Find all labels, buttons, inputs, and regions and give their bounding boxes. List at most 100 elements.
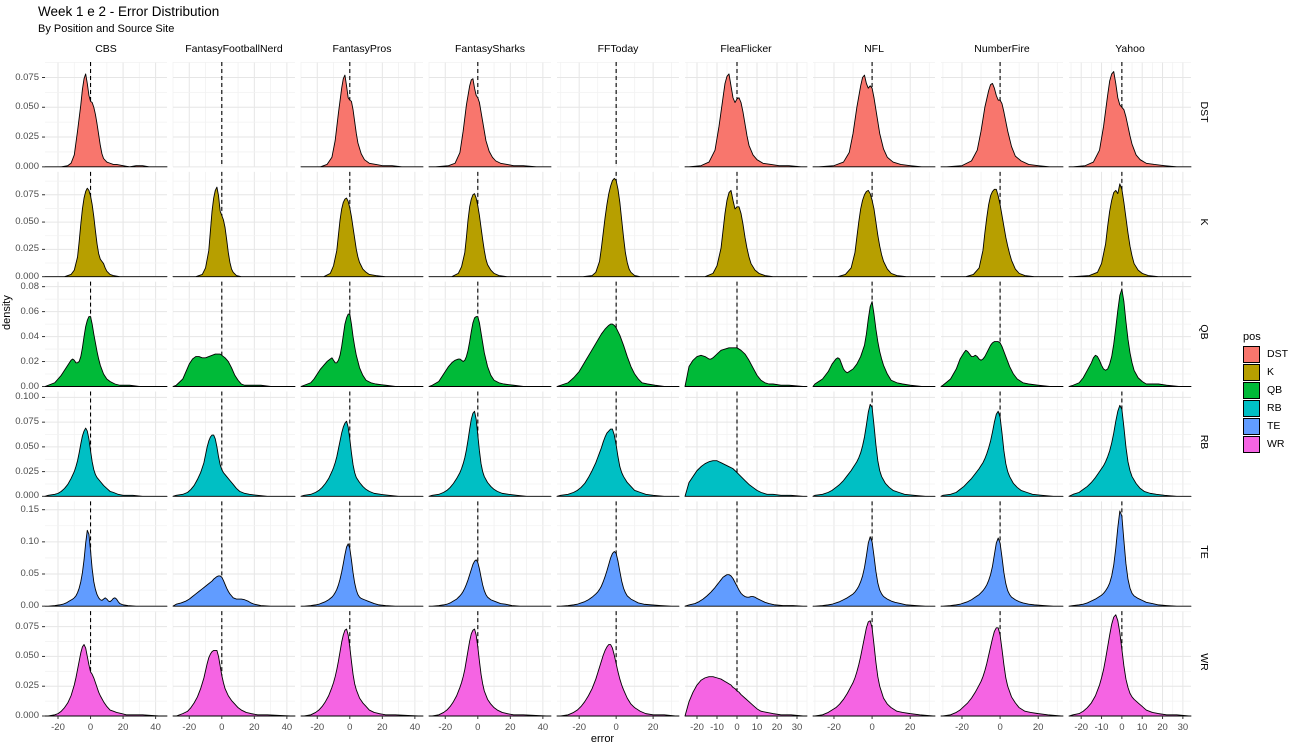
column-strip-label-yahoo: Yahoo (1115, 43, 1145, 55)
y-tick-label: 0.025 (15, 465, 39, 477)
y-tick-label: 0.04 (20, 330, 40, 342)
column-strip-label-numberfire: NumberFire (974, 43, 1030, 55)
x-tick-label: 20 (117, 722, 129, 733)
x-tick-label: 0 (997, 722, 1003, 733)
y-tick-label: 0.050 (15, 650, 39, 662)
x-tick-label: 0 (347, 722, 353, 733)
legend-item-dst[interactable]: DST (1243, 346, 1295, 364)
y-tick-label: 0.075 (15, 188, 39, 200)
x-axis-label: error (590, 733, 615, 745)
x-tick-label: 40 (537, 722, 549, 733)
legend-swatch-dst (1243, 346, 1260, 363)
x-tick-label: 40 (150, 722, 161, 733)
column-strip-label-fftoday: FFToday (597, 43, 639, 55)
y-tick-label: 0.00 (20, 600, 40, 612)
legend-item-k[interactable]: K (1243, 364, 1295, 382)
legend-label: QB (1267, 384, 1283, 396)
row-strip-label-dst: DST (1197, 62, 1211, 167)
x-tick-label: 20 (505, 722, 516, 733)
y-tick-label: 0.05 (20, 568, 40, 579)
x-tick-label: 10 (1136, 722, 1148, 733)
y-tick-label: 0.075 (15, 71, 39, 83)
row-strip-text: TE (1198, 545, 1210, 559)
y-tick-label: 0.075 (15, 620, 39, 632)
y-tick-label: 0.000 (15, 160, 39, 172)
x-tick-label: 20 (771, 722, 783, 733)
x-tick-label: 20 (377, 722, 388, 733)
legend-item-te[interactable]: TE (1243, 418, 1295, 436)
y-tick-label: 0.00 (20, 380, 40, 392)
row-strip-label-rb: RB (1197, 392, 1211, 497)
column-strip-label-fleaflicker: FleaFlicker (720, 43, 772, 55)
legend-label: RB (1267, 402, 1282, 414)
row-strip-label-k: K (1197, 172, 1211, 277)
legend-swatch-wr (1243, 436, 1260, 453)
row-strip-text: WR (1198, 652, 1210, 671)
x-tick-label: 0 (87, 722, 94, 733)
y-tick-label: 0.025 (15, 131, 39, 143)
y-tick-label: 0.06 (20, 305, 40, 317)
x-tick-label: 0 (219, 722, 225, 733)
y-tick-label: 0.02 (20, 355, 40, 367)
column-strip-label-fantasypros: FantasyPros (332, 43, 392, 55)
x-tick-label: 0 (734, 722, 740, 733)
y-tick-label: 0.050 (15, 216, 39, 228)
x-tick-label: -20 (955, 722, 969, 733)
x-tick-label: 30 (791, 722, 803, 733)
row-strip-text: DST (1198, 101, 1210, 123)
legend-item-wr[interactable]: WR (1243, 436, 1295, 454)
column-strip-label-nfl: NFL (864, 43, 884, 55)
legend-title: pos (1243, 331, 1261, 343)
column-strip-label-fantasysharks: FantasySharks (454, 43, 526, 55)
chart-title: Week 1 e 2 - Error Distribution (38, 4, 220, 19)
x-tick-label: 20 (647, 722, 659, 733)
row-strip-label-wr: WR (1197, 611, 1211, 716)
y-tick-label: 0.000 (15, 710, 39, 721)
x-tick-label: 40 (409, 722, 421, 733)
x-tick-label: -20 (690, 722, 704, 733)
x-tick-label: -20 (827, 722, 841, 733)
y-tick-label: 0.100 (15, 391, 39, 403)
legend-label: TE (1267, 420, 1281, 432)
x-tick-label: 0 (1119, 722, 1125, 733)
y-tick-label: 0.025 (15, 680, 39, 692)
x-tick-label: 20 (1032, 722, 1044, 733)
x-tick-label: -20 (51, 722, 65, 733)
y-tick-label: 0.15 (20, 503, 40, 515)
x-tick-label: 20 (904, 722, 916, 733)
legend-label: K (1267, 366, 1275, 378)
chart-subtitle: By Position and Source Site (38, 23, 175, 35)
y-tick-label: 0.050 (15, 101, 39, 113)
y-tick-label: 0.025 (15, 243, 39, 255)
x-tick-label: -20 (310, 722, 325, 733)
x-tick-label: 10 (751, 722, 763, 733)
legend-item-rb[interactable]: RB (1243, 400, 1295, 418)
x-tick-label: -10 (710, 722, 724, 733)
y-tick-label: 0.10 (20, 535, 40, 547)
y-tick-label: 0.050 (15, 440, 39, 452)
y-tick-label: 0.000 (15, 270, 39, 282)
legend-swatch-qb (1243, 382, 1260, 399)
row-strip-text: QB (1198, 324, 1210, 340)
y-tick-label: 0.000 (15, 490, 39, 502)
legend-label: WR (1267, 438, 1285, 450)
x-tick-label: -20 (182, 722, 197, 733)
x-tick-label: -20 (572, 722, 587, 733)
row-strip-text: RB (1198, 434, 1210, 450)
row-strip-label-te: TE (1197, 501, 1211, 606)
x-tick-label: -20 (1074, 722, 1089, 733)
y-tick-label: 0.08 (20, 280, 40, 292)
x-tick-label: 20 (1157, 722, 1168, 733)
column-strip-label-cbs: CBS (95, 43, 117, 55)
legend-swatch-rb (1243, 400, 1260, 417)
x-tick-label: -20 (438, 722, 453, 733)
x-tick-label: 20 (249, 722, 260, 733)
x-tick-label: 30 (1177, 722, 1189, 733)
x-tick-label: 40 (281, 722, 293, 733)
legend-item-qb[interactable]: QB (1243, 382, 1295, 400)
legend-swatch-k (1243, 364, 1260, 381)
x-tick-label: 0 (869, 722, 875, 733)
column-strip-label-fantasyfootballnerd: FantasyFootballNerd (185, 43, 283, 55)
